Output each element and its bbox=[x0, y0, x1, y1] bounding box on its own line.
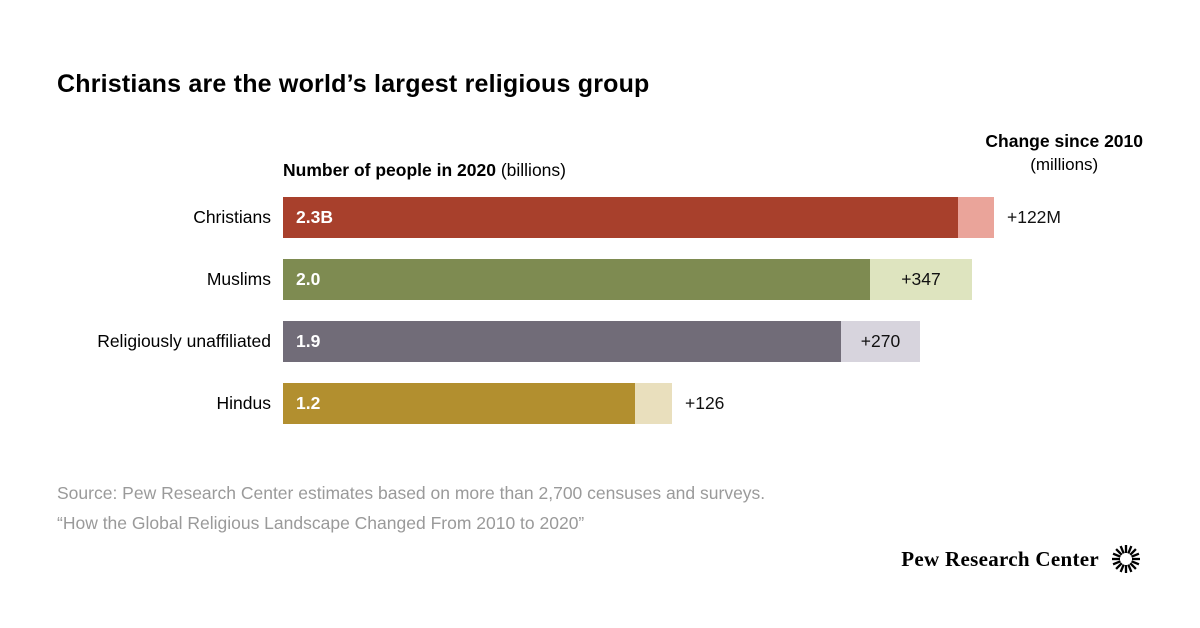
change-column-header: Change since 2010 (millions) bbox=[985, 131, 1143, 175]
change-label: +126 bbox=[685, 393, 725, 413]
value-label: 2.3B bbox=[296, 207, 333, 227]
change-header-unit: (millions) bbox=[1030, 155, 1099, 174]
branding: Pew Research Center bbox=[901, 542, 1143, 576]
sunburst-icon bbox=[1110, 544, 1142, 575]
category-label: Muslims bbox=[206, 269, 271, 289]
source-line-2: “How the Global Religious Landscape Chan… bbox=[57, 513, 585, 533]
change-bar-muslims bbox=[870, 259, 972, 300]
bar-hindus: 1.2 bbox=[283, 383, 635, 424]
row-religiously-unaffiliated: Religiously unaffiliated 1.9 +270 bbox=[0, 321, 1200, 362]
value-label: 2.0 bbox=[296, 269, 321, 289]
bar-muslims: 2.0 bbox=[283, 259, 870, 300]
value-label: 1.2 bbox=[296, 393, 321, 413]
change-bar-christians bbox=[958, 197, 994, 238]
value-column-header: Number of people in 2020 (billions) bbox=[283, 160, 566, 181]
category-label: Hindus bbox=[216, 393, 271, 413]
change-header-title: Change since 2010 bbox=[985, 131, 1143, 151]
value-header-unit: (billions) bbox=[495, 160, 566, 180]
row-hindus: Hindus 1.2 +126 bbox=[0, 383, 1200, 424]
bar-religiously-unaffiliated: 1.9 bbox=[283, 321, 841, 362]
source-line-1: Source: Pew Research Center estimates ba… bbox=[57, 483, 766, 503]
value-header-bold: Number of people in 2020 bbox=[283, 160, 496, 180]
brand-wordmark: Pew Research Center bbox=[901, 546, 1099, 571]
category-label: Christians bbox=[193, 207, 271, 227]
change-label: +122M bbox=[1007, 207, 1061, 227]
change-bar-hindus bbox=[635, 383, 672, 424]
page-title: Christians are the world’s largest relig… bbox=[57, 70, 650, 98]
row-christians: Christians 2.3B +122M bbox=[0, 197, 1200, 238]
bar-christians: 2.3B bbox=[283, 197, 958, 238]
change-bar-religiously-unaffiliated bbox=[841, 321, 920, 362]
row-muslims: Muslims 2.0 +347 bbox=[0, 259, 1200, 300]
value-label: 1.9 bbox=[296, 331, 321, 351]
change-label: +347 bbox=[901, 269, 941, 289]
change-label: +270 bbox=[860, 331, 901, 351]
category-label: Religiously unaffiliated bbox=[97, 331, 271, 351]
